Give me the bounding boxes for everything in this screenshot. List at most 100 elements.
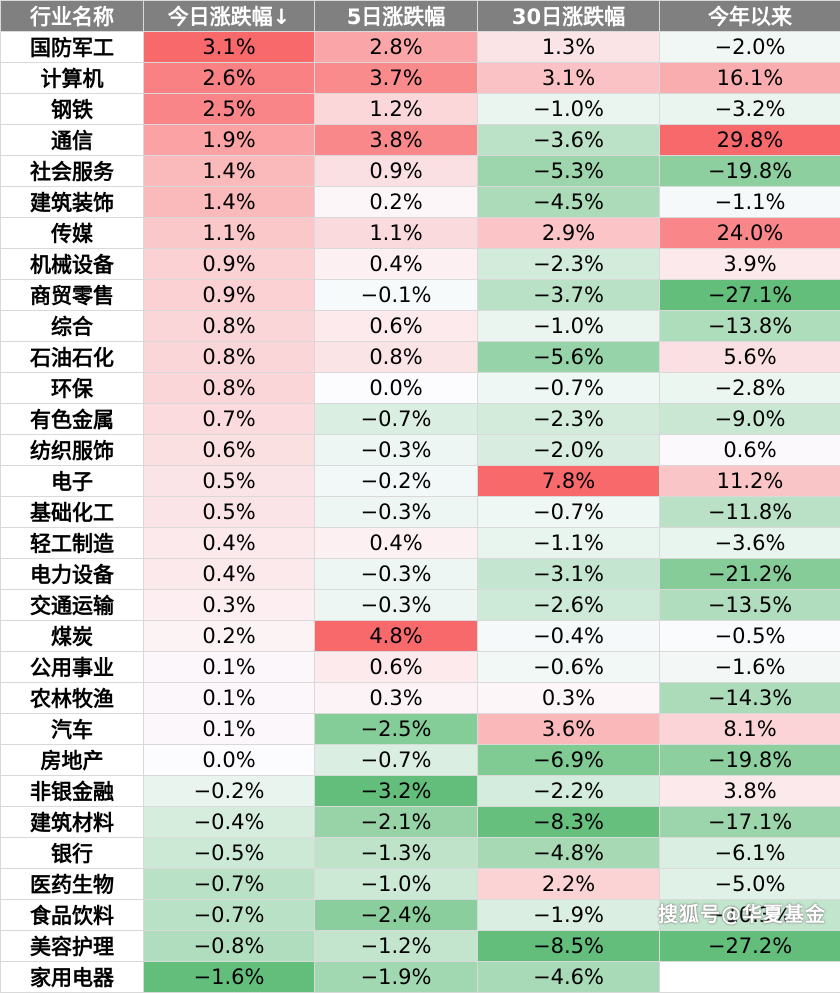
ytd-change-cell: −3.2% <box>660 94 840 125</box>
ytd-change-cell <box>660 962 840 993</box>
ytd-change-cell: −13.5% <box>660 590 840 621</box>
30day-change-cell: −1.0% <box>478 311 660 342</box>
day-change-cell: 0.4% <box>144 528 315 559</box>
day-change-cell: 0.1% <box>144 714 315 745</box>
30day-change-cell: −0.4% <box>478 621 660 652</box>
5day-change-cell: 0.2% <box>315 187 478 218</box>
industry-name-cell: 基础化工 <box>1 497 144 528</box>
day-change-cell: −0.7% <box>144 869 315 900</box>
table-row: 医药生物−0.7%−1.0%2.2%−5.0% <box>1 869 840 900</box>
ytd-change-cell: −6.1% <box>660 838 840 869</box>
day-change-cell: 0.1% <box>144 683 315 714</box>
5day-change-cell: −0.3% <box>315 497 478 528</box>
30day-change-cell: 2.2% <box>478 869 660 900</box>
day-change-cell: 0.6% <box>144 435 315 466</box>
day-change-cell: 0.9% <box>144 249 315 280</box>
industry-name-cell: 机械设备 <box>1 249 144 280</box>
day-change-cell: 1.1% <box>144 218 315 249</box>
5day-change-cell: −1.9% <box>315 962 478 993</box>
ytd-change-cell: −11.8% <box>660 497 840 528</box>
industry-name-cell: 交通运输 <box>1 590 144 621</box>
30day-change-cell: −5.3% <box>478 156 660 187</box>
day-change-cell: −0.5% <box>144 838 315 869</box>
industry-name-cell: 商贸零售 <box>1 280 144 311</box>
5day-change-cell: −0.7% <box>315 745 478 776</box>
30day-change-cell: −0.7% <box>478 497 660 528</box>
day-change-cell: 0.4% <box>144 559 315 590</box>
day-change-cell: 1.9% <box>144 125 315 156</box>
header-5day-change[interactable]: 5日涨跌幅 <box>315 1 478 32</box>
day-change-cell: 0.2% <box>144 621 315 652</box>
industry-name-cell: 银行 <box>1 838 144 869</box>
industry-name-cell: 房地产 <box>1 745 144 776</box>
table-row: 非银金融−0.2%−3.2%−2.2%3.8% <box>1 776 840 807</box>
ytd-change-cell: −1.6% <box>660 652 840 683</box>
30day-change-cell: −2.6% <box>478 590 660 621</box>
30day-change-cell: −6.9% <box>478 745 660 776</box>
ytd-change-cell: 5.6% <box>660 342 840 373</box>
header-day-change[interactable]: 今日涨跌幅↓ <box>144 1 315 32</box>
30day-change-cell: −4.5% <box>478 187 660 218</box>
30day-change-cell: 3.1% <box>478 63 660 94</box>
industry-name-cell: 社会服务 <box>1 156 144 187</box>
industry-name-cell: 建筑装饰 <box>1 187 144 218</box>
header-30day-change[interactable]: 30日涨跌幅 <box>478 1 660 32</box>
ytd-change-cell: 8.1% <box>660 714 840 745</box>
ytd-change-cell: 3.8% <box>660 776 840 807</box>
industry-name-cell: 国防军工 <box>1 32 144 63</box>
5day-change-cell: −0.2% <box>315 466 478 497</box>
30day-change-cell: −2.2% <box>478 776 660 807</box>
5day-change-cell: 0.9% <box>315 156 478 187</box>
5day-change-cell: −1.2% <box>315 931 478 962</box>
ytd-change-cell: −1.1% <box>660 187 840 218</box>
industry-name-cell: 汽车 <box>1 714 144 745</box>
industry-name-cell: 美容护理 <box>1 931 144 962</box>
5day-change-cell: 0.8% <box>315 342 478 373</box>
30day-change-cell: −0.6% <box>478 652 660 683</box>
table-row: 家用电器−1.6%−1.9%−4.6% <box>1 962 840 993</box>
day-change-cell: −0.8% <box>144 931 315 962</box>
industry-name-cell: 传媒 <box>1 218 144 249</box>
5day-change-cell: 0.3% <box>315 683 478 714</box>
30day-change-cell: −0.7% <box>478 373 660 404</box>
day-change-cell: −1.6% <box>144 962 315 993</box>
industry-name-cell: 石油石化 <box>1 342 144 373</box>
industry-name-cell: 有色金属 <box>1 404 144 435</box>
industry-name-cell: 公用事业 <box>1 652 144 683</box>
30day-change-cell: 3.6% <box>478 714 660 745</box>
industry-name-cell: 电力设备 <box>1 559 144 590</box>
5day-change-cell: −1.0% <box>315 869 478 900</box>
industry-name-cell: 计算机 <box>1 63 144 94</box>
industry-name-cell: 非银金融 <box>1 776 144 807</box>
industry-name-cell: 煤炭 <box>1 621 144 652</box>
ytd-change-cell: 16.1% <box>660 63 840 94</box>
day-change-cell: 0.3% <box>144 590 315 621</box>
industry-name-cell: 食品饮料 <box>1 900 144 931</box>
day-change-cell: 1.4% <box>144 156 315 187</box>
header-industry[interactable]: 行业名称 <box>1 1 144 32</box>
5day-change-cell: 1.2% <box>315 94 478 125</box>
ytd-change-cell: −2.0% <box>660 32 840 63</box>
day-change-cell: 0.7% <box>144 404 315 435</box>
30day-change-cell: −8.3% <box>478 807 660 838</box>
30day-change-cell: −4.8% <box>478 838 660 869</box>
5day-change-cell: −3.2% <box>315 776 478 807</box>
day-change-cell: 0.5% <box>144 497 315 528</box>
header-ytd-change[interactable]: 今年以来 <box>660 1 840 32</box>
5day-change-cell: −2.4% <box>315 900 478 931</box>
